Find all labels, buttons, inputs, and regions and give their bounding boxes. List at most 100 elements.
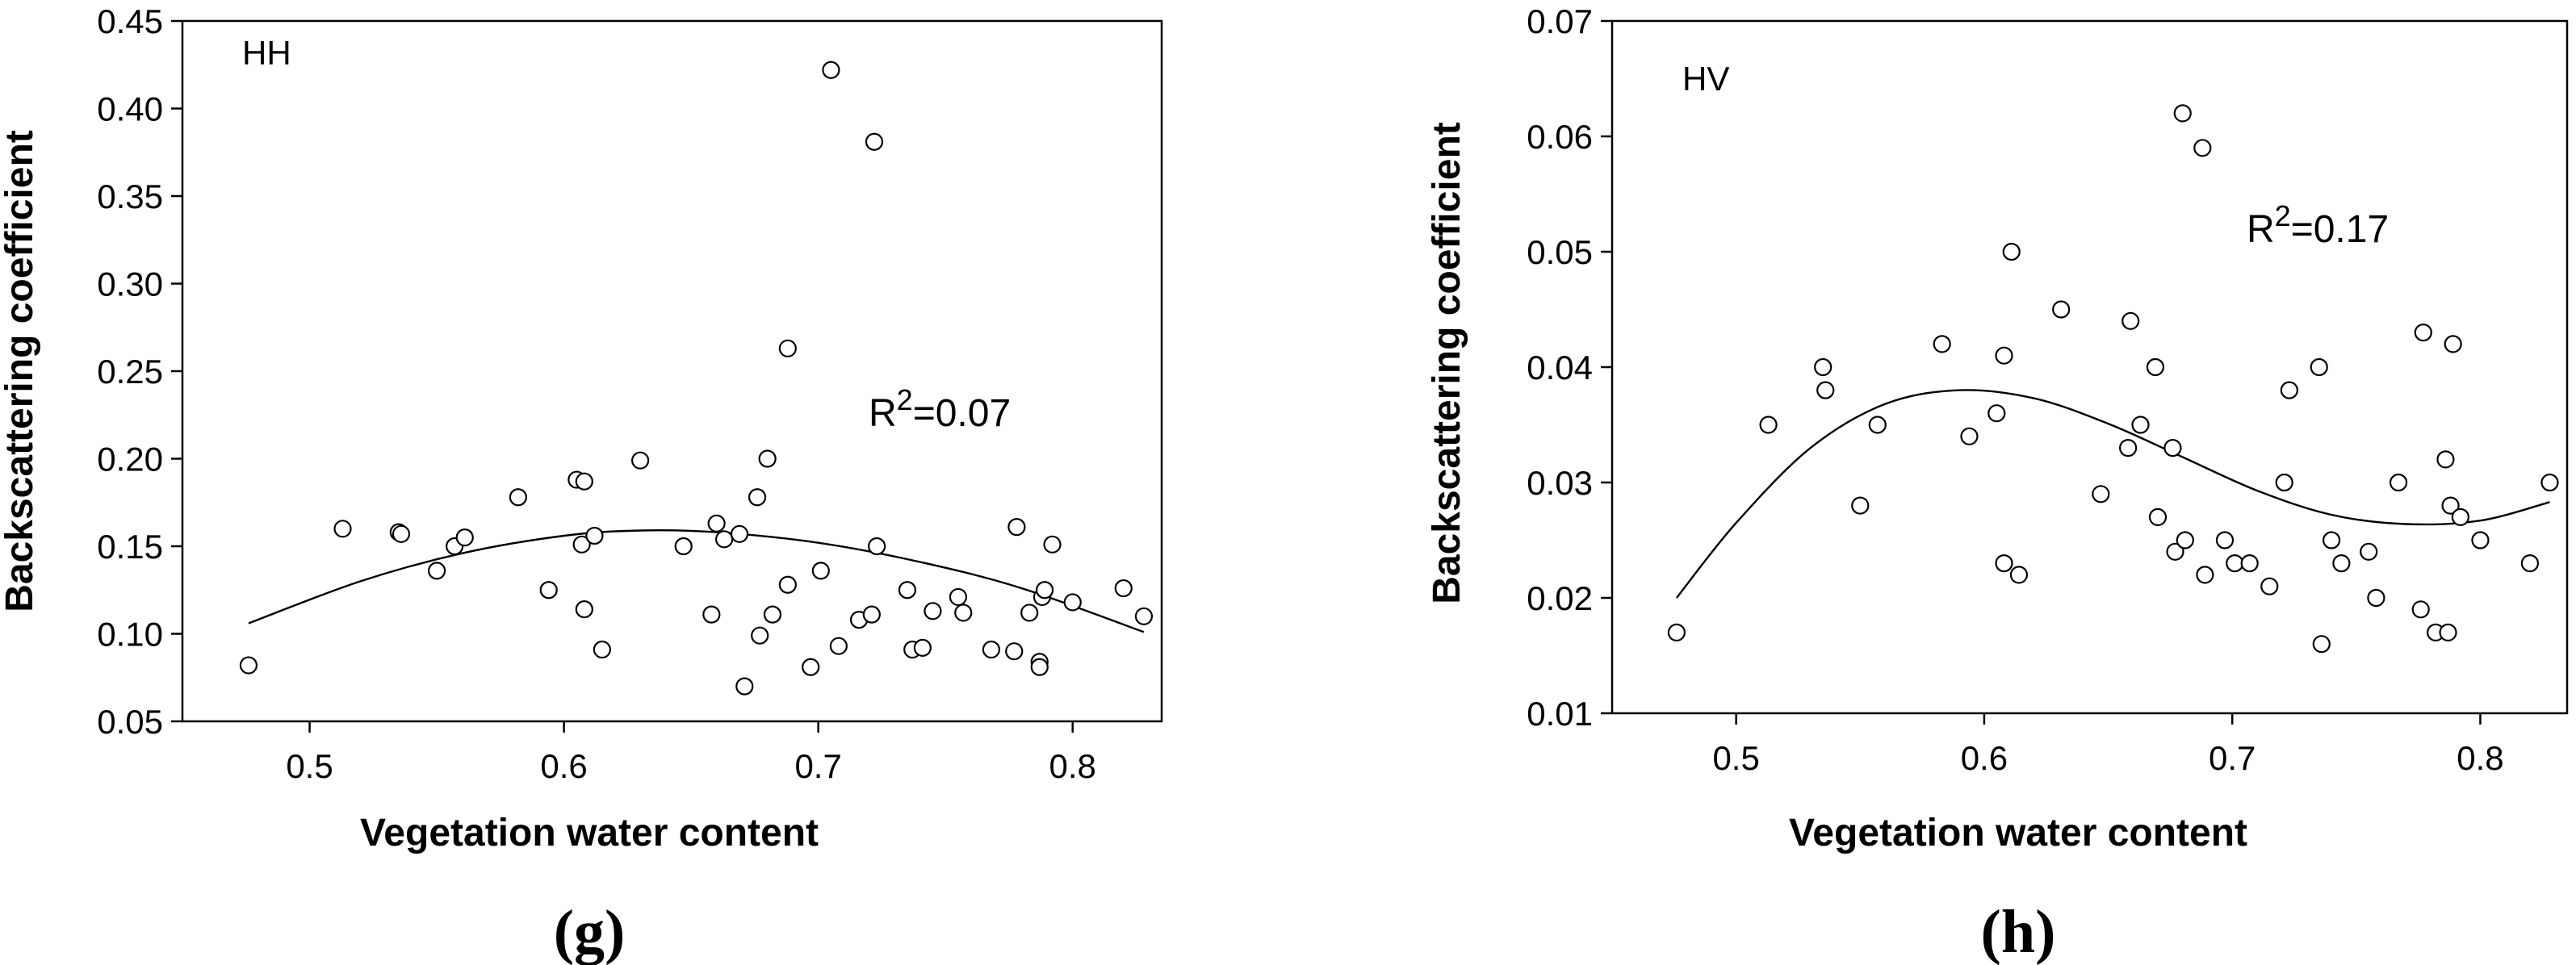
data-point	[822, 61, 840, 79]
data-point	[1933, 335, 1951, 353]
x-tick-label: 0.7	[2209, 739, 2256, 777]
plot-frame	[181, 19, 1163, 723]
y-axis: 0.01 0.02 0.03 0.04 0.05 0.06 0.07	[1527, 2, 1612, 733]
y-tick-label: 0.01	[1527, 695, 1593, 733]
data-point	[392, 524, 411, 543]
fit-curve	[1675, 389, 2550, 599]
y-tick-label: 0.15	[97, 528, 163, 566]
data-point	[702, 605, 721, 624]
data-point	[748, 488, 767, 507]
data-point	[2280, 381, 2298, 399]
data-point	[631, 451, 650, 470]
y-tick-label: 0.05	[97, 703, 163, 741]
data-point	[2312, 635, 2331, 654]
data-point	[730, 524, 749, 543]
data-point	[455, 528, 474, 547]
x-tick-label: 0.5	[286, 747, 333, 785]
panel-label: HH	[242, 34, 291, 72]
data-point	[949, 587, 968, 607]
data-point	[2163, 438, 2182, 457]
data-point	[2444, 335, 2462, 353]
data-point	[2148, 508, 2168, 527]
data-point	[758, 449, 777, 468]
data-point	[1987, 404, 2006, 423]
data-point	[2002, 242, 2021, 261]
data-point	[1043, 535, 1062, 554]
y-axis-label: Backscattering coefficient	[0, 130, 41, 612]
x-tick-label: 0.8	[1049, 747, 1096, 785]
panel-g-hh: 0.05 0.10 0.15 0.20 0.25 0.30 0.35 0.40 0.45 0.5…	[0, 2, 1163, 965]
data-point	[778, 339, 797, 357]
data-point	[2520, 554, 2540, 573]
data-point	[1868, 416, 1887, 434]
x-axis-label: Vegetation water content	[360, 812, 819, 854]
x-tick-label: 0.6	[1961, 739, 2008, 777]
data-point	[1134, 607, 1154, 625]
data-point	[2436, 450, 2455, 469]
data-point	[1114, 579, 1133, 598]
data-point	[1007, 518, 1026, 537]
data-point	[751, 626, 769, 645]
x-tick-label: 0.8	[2457, 739, 2503, 777]
data-point	[2260, 577, 2279, 595]
data-point	[2131, 416, 2150, 434]
data-point	[2146, 357, 2165, 377]
data-point	[1030, 658, 1049, 676]
data-point	[763, 605, 782, 624]
data-point	[924, 602, 942, 620]
data-point	[2367, 588, 2385, 608]
data-point	[2471, 531, 2490, 549]
data-point	[1995, 346, 2013, 365]
data-point	[427, 562, 446, 580]
data-point	[2193, 139, 2212, 157]
data-point	[868, 537, 886, 556]
data-point	[239, 656, 258, 675]
data-point	[539, 581, 558, 599]
r2-sup: 2	[897, 383, 913, 416]
data-point	[2332, 554, 2351, 573]
r2-value: =0.17	[2291, 208, 2389, 251]
data-point	[714, 530, 734, 549]
data-point	[2389, 473, 2408, 492]
y-tick-label: 0.45	[97, 2, 163, 40]
data-point	[811, 562, 830, 580]
data-point	[1995, 554, 2013, 573]
data-point	[2322, 531, 2341, 549]
data-point	[585, 526, 604, 545]
data-point	[2226, 554, 2244, 573]
data-point	[2122, 311, 2140, 330]
x-axis: 0.5 0.6 0.7 0.8	[1712, 713, 2504, 777]
y-tick-label: 0.25	[97, 353, 163, 391]
y-tick-label: 0.04	[1527, 349, 1593, 386]
data-point	[2275, 473, 2293, 492]
data-point	[1005, 642, 1024, 661]
data-point	[2451, 508, 2469, 527]
data-point	[802, 658, 820, 676]
data-point	[2360, 542, 2378, 561]
x-tick-label: 0.7	[794, 747, 841, 785]
data-point	[2009, 566, 2029, 584]
data-point	[1035, 581, 1054, 599]
data-point	[913, 638, 932, 657]
data-point	[707, 514, 726, 533]
y-tick-label: 0.06	[1527, 118, 1593, 156]
data-point	[2092, 485, 2110, 503]
data-point	[2173, 104, 2192, 123]
data-point	[2052, 300, 2071, 319]
y-tick-label: 0.40	[97, 90, 163, 128]
y-tick-label: 0.03	[1527, 464, 1593, 502]
data-point	[2119, 438, 2138, 457]
y-tick-label: 0.05	[1527, 233, 1593, 271]
r2-sup: 2	[2275, 199, 2291, 232]
y-tick-label: 0.02	[1527, 579, 1593, 617]
r-squared-annotation: R2=0.07	[869, 383, 1011, 436]
scatter-points	[1667, 104, 2559, 654]
data-point	[593, 640, 611, 659]
data-point	[2310, 357, 2328, 377]
data-point	[1063, 593, 1082, 612]
y-axis: 0.05 0.10 0.15 0.20 0.25 0.30 0.35 0.40 0.45	[97, 2, 182, 741]
data-point	[2196, 566, 2214, 584]
data-point	[1814, 357, 1833, 377]
data-point	[2240, 554, 2259, 573]
